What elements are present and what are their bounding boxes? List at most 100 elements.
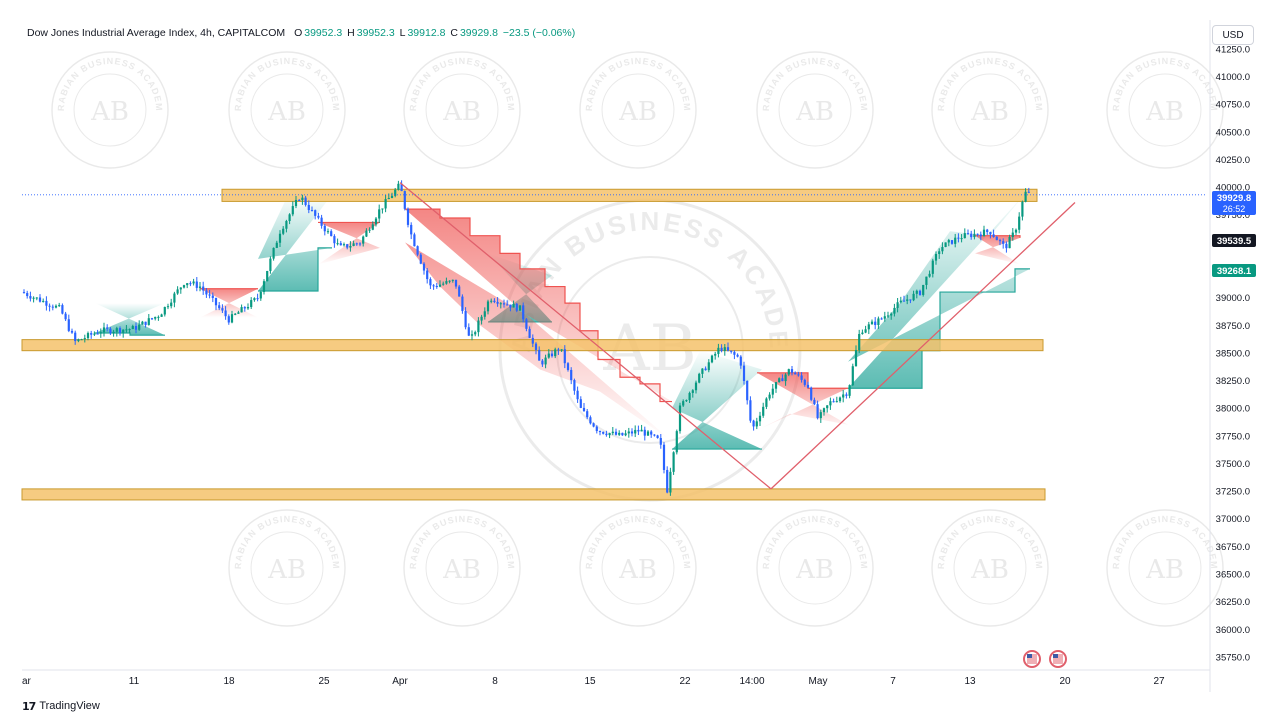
candle-body [371,224,374,230]
candle-body [627,431,630,434]
x-tick-label: ar [22,676,32,687]
candle-body [176,289,179,294]
candle-body [346,244,349,248]
candle-body [474,332,477,335]
y-tick-label: 36000.0 [1216,625,1250,636]
x-tick-label: 14:00 [739,676,764,687]
candle-body [333,236,336,244]
x-tick-label: Apr [392,676,408,687]
cloud-bull-2-line [258,247,332,292]
candle-body [957,237,960,239]
candle-body [42,300,45,302]
candle-body [422,263,426,271]
currency-button[interactable]: USD [1212,25,1254,45]
seal-inner-ring [1128,531,1202,605]
trendline-layer [399,182,1076,490]
candle-body [198,286,202,288]
candle-body [288,214,291,221]
candle-body [77,339,80,342]
candle-body [819,412,822,419]
candle-body [45,300,48,306]
candle-body [230,314,234,323]
candle-body [640,429,643,432]
seal-outer-ring [1106,509,1224,627]
candle-body [490,300,493,302]
candle-body [307,204,310,211]
candle-body [250,300,253,308]
candle-body [877,318,880,326]
candle-body [368,229,371,231]
candle-body [243,307,246,309]
candle-body [781,378,784,382]
candle-body [1027,191,1030,193]
candle-body [947,240,950,243]
y-tick-label: 35750.0 [1216,652,1250,663]
candle-body [304,197,307,205]
candle-body [106,327,109,329]
candle-body [656,435,659,439]
candle-body [416,246,419,255]
axis-layer: 35750.0 36000.0 36250.0 36500.0 36750.0 37000… [22,20,1256,692]
flag-canton [1053,654,1058,658]
candle-body [253,298,256,301]
candle-body [269,258,272,271]
candle-body [608,433,611,436]
candle-body [477,320,480,333]
candle-body [419,254,422,264]
candle-body [787,369,790,375]
price-tag-value: 39268.1 [1217,266,1252,277]
candle-body [74,332,77,342]
candle-body [848,385,851,396]
seal-initials: AB [618,97,657,127]
candle-body [358,243,362,245]
candle-body [582,407,586,412]
seal-inner-ring [953,73,1027,147]
ohlc-high-label: H [347,27,355,39]
candle-body [224,310,227,317]
candle-body [522,305,525,320]
cloud-bull-1 [95,303,165,336]
candle-body [710,355,714,363]
candle-body [768,394,771,399]
candle-body [822,408,826,413]
candle-body [202,286,205,291]
candle-body [829,401,832,406]
candle-body [58,305,61,307]
candle-body [387,197,390,200]
seal-outer-ring [228,51,346,169]
candle-body [614,431,618,435]
candle-body [874,321,877,326]
candle-body [925,276,928,285]
price-tag [1212,264,1256,277]
candle-body [141,321,144,325]
seal-outer-ring [579,509,697,627]
candle-body [579,399,582,408]
candle-body [86,333,90,339]
footer-brand[interactable]: 17 TradingView [22,698,100,714]
candle-body [221,308,224,311]
candle-body [275,242,278,248]
candle-body [480,316,483,321]
candle-body [755,421,758,427]
candle-body [29,296,32,299]
candle-body [189,283,192,285]
candle-body [976,233,979,235]
candle-body [326,231,330,233]
candle-body [995,236,998,241]
candle-body [557,349,560,351]
seal-outer-ring [1106,51,1224,169]
candle-body [730,350,733,352]
candle-body [26,293,29,297]
candle-body [205,290,208,295]
x-tick-label: 20 [1059,676,1071,687]
x-tick-label: 8 [492,676,498,687]
candle-body [317,215,320,218]
y-tick-label: 38250.0 [1216,376,1250,387]
price-tag-countdown: 26:52 [1223,204,1246,214]
candle-body [762,406,765,416]
candle-body [675,431,678,453]
